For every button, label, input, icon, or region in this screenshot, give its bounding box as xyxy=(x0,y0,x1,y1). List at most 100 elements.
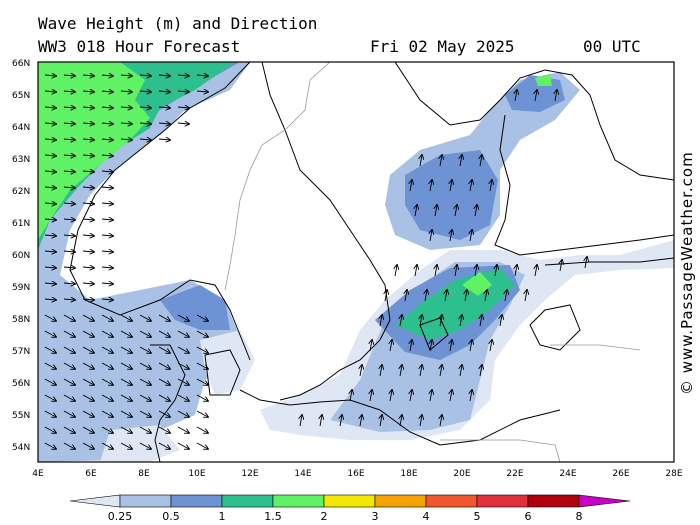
lat-label: 58N xyxy=(12,315,30,325)
wave-arrow xyxy=(63,155,75,156)
wave-arrow xyxy=(101,219,113,220)
wave-arrow xyxy=(82,426,94,433)
wave-arrow xyxy=(196,426,208,433)
wave-arrow xyxy=(340,415,342,427)
map-frame xyxy=(37,61,675,463)
wave-arrow xyxy=(120,410,132,417)
wave-arrow xyxy=(82,203,94,204)
wave-arrow xyxy=(63,107,75,108)
wave-arrow xyxy=(470,390,472,402)
wave-arrow xyxy=(120,378,132,385)
wave-arrow xyxy=(177,75,189,76)
wave-arrow xyxy=(101,330,113,337)
legend-swatch xyxy=(170,494,223,508)
wave-arrow xyxy=(120,123,132,124)
wave-arrow xyxy=(320,415,322,427)
legend-swatch xyxy=(221,494,274,508)
wave-arrow xyxy=(63,235,75,236)
legend-swatch xyxy=(578,494,631,508)
wave-arrow xyxy=(139,91,151,92)
legend-label: 2 xyxy=(321,510,328,523)
wave-arrow xyxy=(535,90,537,102)
wave-arrow xyxy=(440,415,442,427)
wave-arrow xyxy=(63,91,75,92)
wave-arrow xyxy=(82,299,94,300)
wave-arrow xyxy=(158,107,170,108)
wave-arrow xyxy=(63,139,75,140)
wave-arrow xyxy=(400,415,402,427)
wave-arrow xyxy=(101,187,113,188)
wave-arrow xyxy=(380,415,382,427)
wave-arrow xyxy=(196,330,208,337)
wave-arrow xyxy=(390,390,392,402)
wave-arrow xyxy=(82,139,94,140)
legend-label: 1 xyxy=(219,510,226,523)
wave-arrow xyxy=(101,107,113,108)
wave-arrow xyxy=(390,340,392,352)
legend-label: 4 xyxy=(423,510,430,523)
wave-arrow xyxy=(400,365,402,377)
lon-label: 12E xyxy=(241,469,258,479)
wave-arrow xyxy=(450,390,452,402)
wave-arrow xyxy=(400,315,402,327)
wave-arrow xyxy=(44,107,56,108)
wave-arrow xyxy=(177,330,189,337)
wave-arrow xyxy=(82,346,94,353)
wave-arrow xyxy=(177,394,189,401)
wave-arrow xyxy=(44,394,56,401)
wave-arrow xyxy=(101,91,113,92)
wave-arrow xyxy=(158,346,170,353)
wave-arrow xyxy=(101,362,113,369)
lon-label: 22E xyxy=(506,469,523,479)
coastlines xyxy=(69,62,674,462)
legend-swatch xyxy=(119,494,172,508)
wave-arrow xyxy=(385,290,387,302)
lat-label: 65N xyxy=(12,91,30,101)
wave-arrow xyxy=(44,330,56,337)
wave-arrow xyxy=(44,235,56,236)
forecast-date: Fri 02 May 2025 xyxy=(370,37,515,56)
wave-arrow xyxy=(44,426,56,433)
wave-arrow xyxy=(360,365,362,377)
wave-arrow xyxy=(101,410,113,417)
wave-arrow xyxy=(177,362,189,369)
legend-swatch xyxy=(272,494,325,508)
wave-arrow xyxy=(505,290,507,302)
wave-arrow xyxy=(82,107,94,108)
lon-label: 28E xyxy=(665,469,682,479)
wave-arrow xyxy=(495,265,497,277)
wave-arrow xyxy=(158,362,170,369)
wave-arrow xyxy=(585,257,587,269)
wave-arrow xyxy=(158,426,170,433)
wave-arrow xyxy=(44,267,56,268)
wave-arrow xyxy=(139,314,151,321)
wave-arrow xyxy=(515,90,517,102)
wave-arrow xyxy=(300,415,302,427)
wave-arrow xyxy=(465,290,467,302)
wave-arrow xyxy=(44,410,56,417)
wave-arrow xyxy=(82,410,94,417)
wave-height-legend: 0.25 0.5 1 1.5 2 3 4 5 6 8 xyxy=(69,494,631,523)
wave-arrow xyxy=(63,330,75,337)
longitude-labels: 4E 6E 8E 10E 12E 14E 16E 18E 20E 22E 24E… xyxy=(32,469,683,479)
wave-arrow xyxy=(101,155,113,156)
wave-arrow xyxy=(158,410,170,417)
wave-arrow xyxy=(82,251,94,252)
wave-arrow xyxy=(101,378,113,385)
wave-arrow xyxy=(177,378,189,385)
wave-arrow xyxy=(44,203,56,204)
wave-arrow xyxy=(63,267,75,268)
wave-arrow xyxy=(120,139,132,140)
wave-arrow xyxy=(158,314,170,321)
wave-arrow xyxy=(196,91,208,92)
lon-label: 20E xyxy=(453,469,470,479)
wave-arrow xyxy=(139,410,151,417)
map-title: Wave Height (m) and Direction xyxy=(38,14,318,33)
wave-arrow xyxy=(63,394,75,401)
wave-arrow xyxy=(515,265,517,277)
wave-arrow xyxy=(101,346,113,353)
wave-arrow xyxy=(139,123,151,124)
wave-arrow xyxy=(63,283,75,284)
wave-arrow xyxy=(460,155,462,167)
